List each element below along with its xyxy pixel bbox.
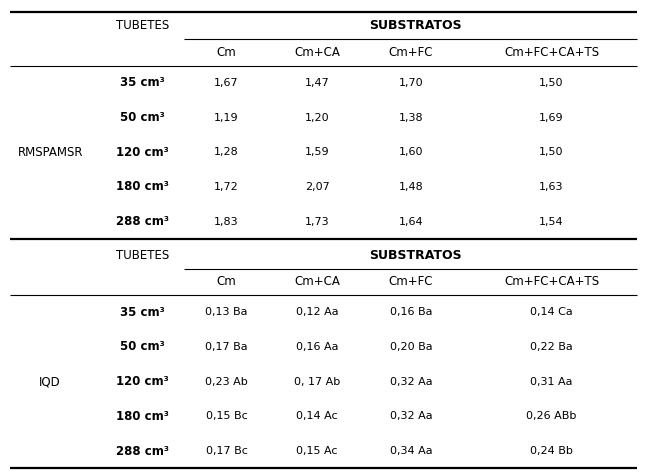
Text: 0,26 ABb: 0,26 ABb [527,411,576,421]
Text: 0,32 Aa: 0,32 Aa [389,411,432,421]
Text: 120 cm³: 120 cm³ [116,146,169,159]
Text: 288 cm³: 288 cm³ [116,215,169,228]
Text: 2,07: 2,07 [305,182,329,192]
Text: 0,16 Aa: 0,16 Aa [296,342,338,352]
Text: Cm+CA: Cm+CA [294,276,340,288]
Text: SUBSTRATOS: SUBSTRATOS [369,248,462,262]
Text: 1,54: 1,54 [539,217,564,227]
Text: Cm+CA: Cm+CA [294,46,340,59]
Text: 50 cm³: 50 cm³ [120,111,165,124]
Text: 1,83: 1,83 [214,217,239,227]
Text: 0,17 Ba: 0,17 Ba [205,342,248,352]
Text: 0,13 Ba: 0,13 Ba [205,307,248,317]
Text: 0,14 Ca: 0,14 Ca [530,307,573,317]
Text: SUBSTRATOS: SUBSTRATOS [369,19,462,32]
Text: 1,50: 1,50 [540,147,564,157]
Text: Cm+FC+CA+TS: Cm+FC+CA+TS [504,276,599,288]
Text: 1,20: 1,20 [305,113,329,123]
Text: 0,14 Ac: 0,14 Ac [296,411,338,421]
Text: 1,59: 1,59 [305,147,329,157]
Text: 0,32 Aa: 0,32 Aa [389,377,432,387]
Text: RMSPAMSR: RMSPAMSR [17,146,83,159]
Text: 0,20 Ba: 0,20 Ba [389,342,432,352]
Text: 1,64: 1,64 [399,217,423,227]
Text: 1,60: 1,60 [399,147,423,157]
Text: 1,67: 1,67 [214,78,239,88]
Text: Cm: Cm [217,276,236,288]
Text: 1,47: 1,47 [305,78,329,88]
Text: TUBETES: TUBETES [116,19,169,32]
Text: 1,19: 1,19 [214,113,239,123]
Text: 180 cm³: 180 cm³ [116,180,169,193]
Text: Cm: Cm [217,46,236,59]
Text: 35 cm³: 35 cm³ [120,306,165,319]
Text: 0,34 Aa: 0,34 Aa [389,446,432,456]
Text: 0,23 Ab: 0,23 Ab [205,377,248,387]
Text: 0,31 Aa: 0,31 Aa [531,377,573,387]
Text: 35 cm³: 35 cm³ [120,76,165,89]
Text: 0, 17 Ab: 0, 17 Ab [294,377,340,387]
Text: 1,73: 1,73 [305,217,329,227]
Text: 1,69: 1,69 [539,113,564,123]
Text: 0,16 Ba: 0,16 Ba [389,307,432,317]
Text: 0,17 Bc: 0,17 Bc [206,446,247,456]
Text: 180 cm³: 180 cm³ [116,410,169,423]
Text: 50 cm³: 50 cm³ [120,341,165,353]
Text: IQD: IQD [39,375,61,388]
Text: 1,38: 1,38 [399,113,423,123]
Text: 1,28: 1,28 [214,147,239,157]
Text: 0,24 Bb: 0,24 Bb [530,446,573,456]
Text: 0,12 Aa: 0,12 Aa [296,307,338,317]
Text: Cm+FC+CA+TS: Cm+FC+CA+TS [504,46,599,59]
Text: 0,15 Bc: 0,15 Bc [206,411,247,421]
Text: 1,63: 1,63 [540,182,564,192]
Text: Cm+FC: Cm+FC [389,276,433,288]
Text: 0,22 Ba: 0,22 Ba [530,342,573,352]
Text: 1,48: 1,48 [399,182,423,192]
Text: 1,70: 1,70 [399,78,423,88]
Text: TUBETES: TUBETES [116,248,169,262]
Text: 120 cm³: 120 cm³ [116,375,169,388]
Text: 1,50: 1,50 [540,78,564,88]
Text: Cm+FC: Cm+FC [389,46,433,59]
Text: 288 cm³: 288 cm³ [116,445,169,457]
Text: 0,15 Ac: 0,15 Ac [296,446,338,456]
Text: 1,72: 1,72 [214,182,239,192]
